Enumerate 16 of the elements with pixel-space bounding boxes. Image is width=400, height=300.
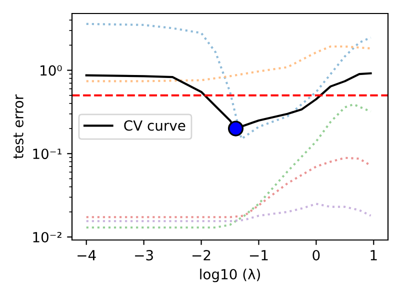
- x-tick-label: −1: [250, 250, 268, 260]
- x-tick-label: −2: [192, 250, 210, 260]
- x-tick-label: −3: [135, 250, 153, 260]
- line-series: [85, 202, 372, 222]
- x-tick-label: −4: [78, 250, 96, 260]
- y-tick-label: 10⁻²: [33, 232, 62, 242]
- y-axis-title: test error: [14, 94, 24, 159]
- x-tick-label: 0: [312, 250, 320, 260]
- line-series: [85, 156, 372, 218]
- line-series: [85, 45, 372, 82]
- legend-label: CV curve: [124, 120, 186, 131]
- y-tick-label: 10⁻¹: [33, 148, 62, 160]
- line-series: [85, 22, 372, 140]
- x-tick-label: 1: [370, 250, 377, 260]
- y-tick-label: 10⁰: [40, 65, 62, 76]
- x-axis-title: log10 (λ): [200, 268, 260, 282]
